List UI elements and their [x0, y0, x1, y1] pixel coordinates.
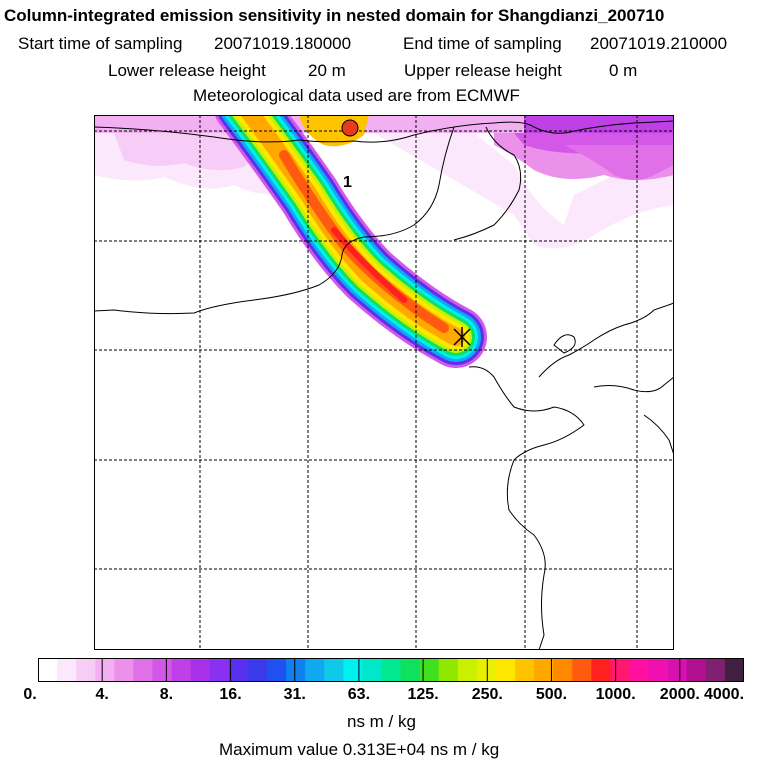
lower-release-value: 20 m	[308, 61, 346, 80]
start-time-value: 20071019.180000	[214, 34, 352, 53]
colorbar-swatch	[610, 658, 631, 682]
colorbar-swatch	[190, 658, 211, 682]
colorbar-tick-label: 8.	[159, 686, 174, 703]
plot-title: Column-integrated emission sensitivity i…	[4, 6, 665, 25]
sensitivity-map: 1	[94, 115, 674, 650]
end-time-value: 20071019.210000	[590, 34, 728, 53]
colorbar-swatch	[133, 658, 153, 682]
lower-release-label: Lower release height	[108, 61, 266, 80]
colorbar-swatch	[266, 658, 287, 682]
colorbar-swatch	[419, 658, 440, 682]
colorbar-swatch	[724, 658, 744, 682]
colorbar-tick-label: 4000.	[703, 686, 745, 703]
colorbar-tick-label: 16.	[219, 686, 242, 703]
colorbar-swatch	[228, 658, 249, 682]
colorbar-swatch	[152, 658, 173, 682]
colorbar-swatch	[457, 658, 478, 682]
met-data-line: Meteorological data used are from ECMWF	[193, 86, 520, 105]
colorbar-tick-label: 4.	[95, 686, 109, 703]
colorbar-swatch	[95, 658, 115, 682]
start-time-label: Start time of sampling	[18, 34, 183, 53]
colorbar-tick-label: 500.	[535, 686, 568, 703]
plume-label: 1	[343, 174, 352, 191]
colorbar-swatch	[495, 658, 516, 682]
sensitivity-field-north	[94, 115, 674, 249]
colorbar-swatch	[57, 658, 77, 682]
colorbar-swatch	[572, 658, 592, 682]
colorbar	[38, 658, 744, 682]
colorbar-swatch	[76, 658, 96, 682]
country-boundaries	[94, 120, 674, 650]
colorbar-unit: ns m / kg	[347, 712, 416, 731]
colorbar-tick-label: 1000.	[595, 686, 636, 703]
colorbar-swatch	[381, 658, 402, 682]
colorbar-swatch	[286, 658, 306, 682]
colorbar-swatch	[534, 658, 554, 682]
colorbar-swatch	[515, 658, 535, 682]
colorbar-swatch	[476, 658, 497, 682]
release-location-marker	[341, 119, 359, 137]
colorbar-swatch	[324, 658, 344, 682]
colorbar-border	[38, 658, 744, 682]
colorbar-swatch	[343, 658, 363, 682]
colorbar-swatch	[553, 658, 573, 682]
colorbar-tick-label: 2000.	[659, 686, 700, 703]
receptor-marker	[453, 327, 471, 347]
colorbar-tick-label: 0.	[23, 686, 37, 703]
colorbar-swatch	[629, 658, 650, 682]
upper-release-value: 0 m	[609, 61, 638, 80]
colorbar-swatch	[38, 658, 58, 682]
colorbar-tick-label: 31.	[283, 686, 306, 703]
colorbar-swatch	[114, 658, 134, 682]
colorbar-swatch	[400, 658, 421, 682]
maximum-value-text: Maximum value 0.313E+04 ns m / kg	[219, 740, 500, 759]
colorbar-swatch	[362, 658, 382, 682]
colorbar-tick-label: 125.	[407, 686, 439, 703]
sensitivity-plume	[214, 115, 487, 368]
colorbar-swatch	[705, 658, 726, 682]
colorbar-swatch	[171, 658, 192, 682]
colorbar-swatch	[591, 658, 611, 682]
colorbar-tick-label: 63.	[347, 686, 371, 703]
colorbar-swatch	[305, 658, 325, 682]
end-time-label: End time of sampling	[403, 34, 562, 53]
colorbar-swatch	[667, 658, 688, 682]
upper-release-label: Upper release height	[404, 61, 562, 80]
colorbar-swatch	[209, 658, 230, 682]
colorbar-swatch	[686, 658, 707, 682]
colorbar-swatch	[247, 658, 268, 682]
colorbar-swatch	[438, 658, 459, 682]
colorbar-swatch	[648, 658, 669, 682]
lat-lon-grid	[94, 115, 674, 650]
colorbar-tick-label: 250.	[471, 686, 503, 703]
